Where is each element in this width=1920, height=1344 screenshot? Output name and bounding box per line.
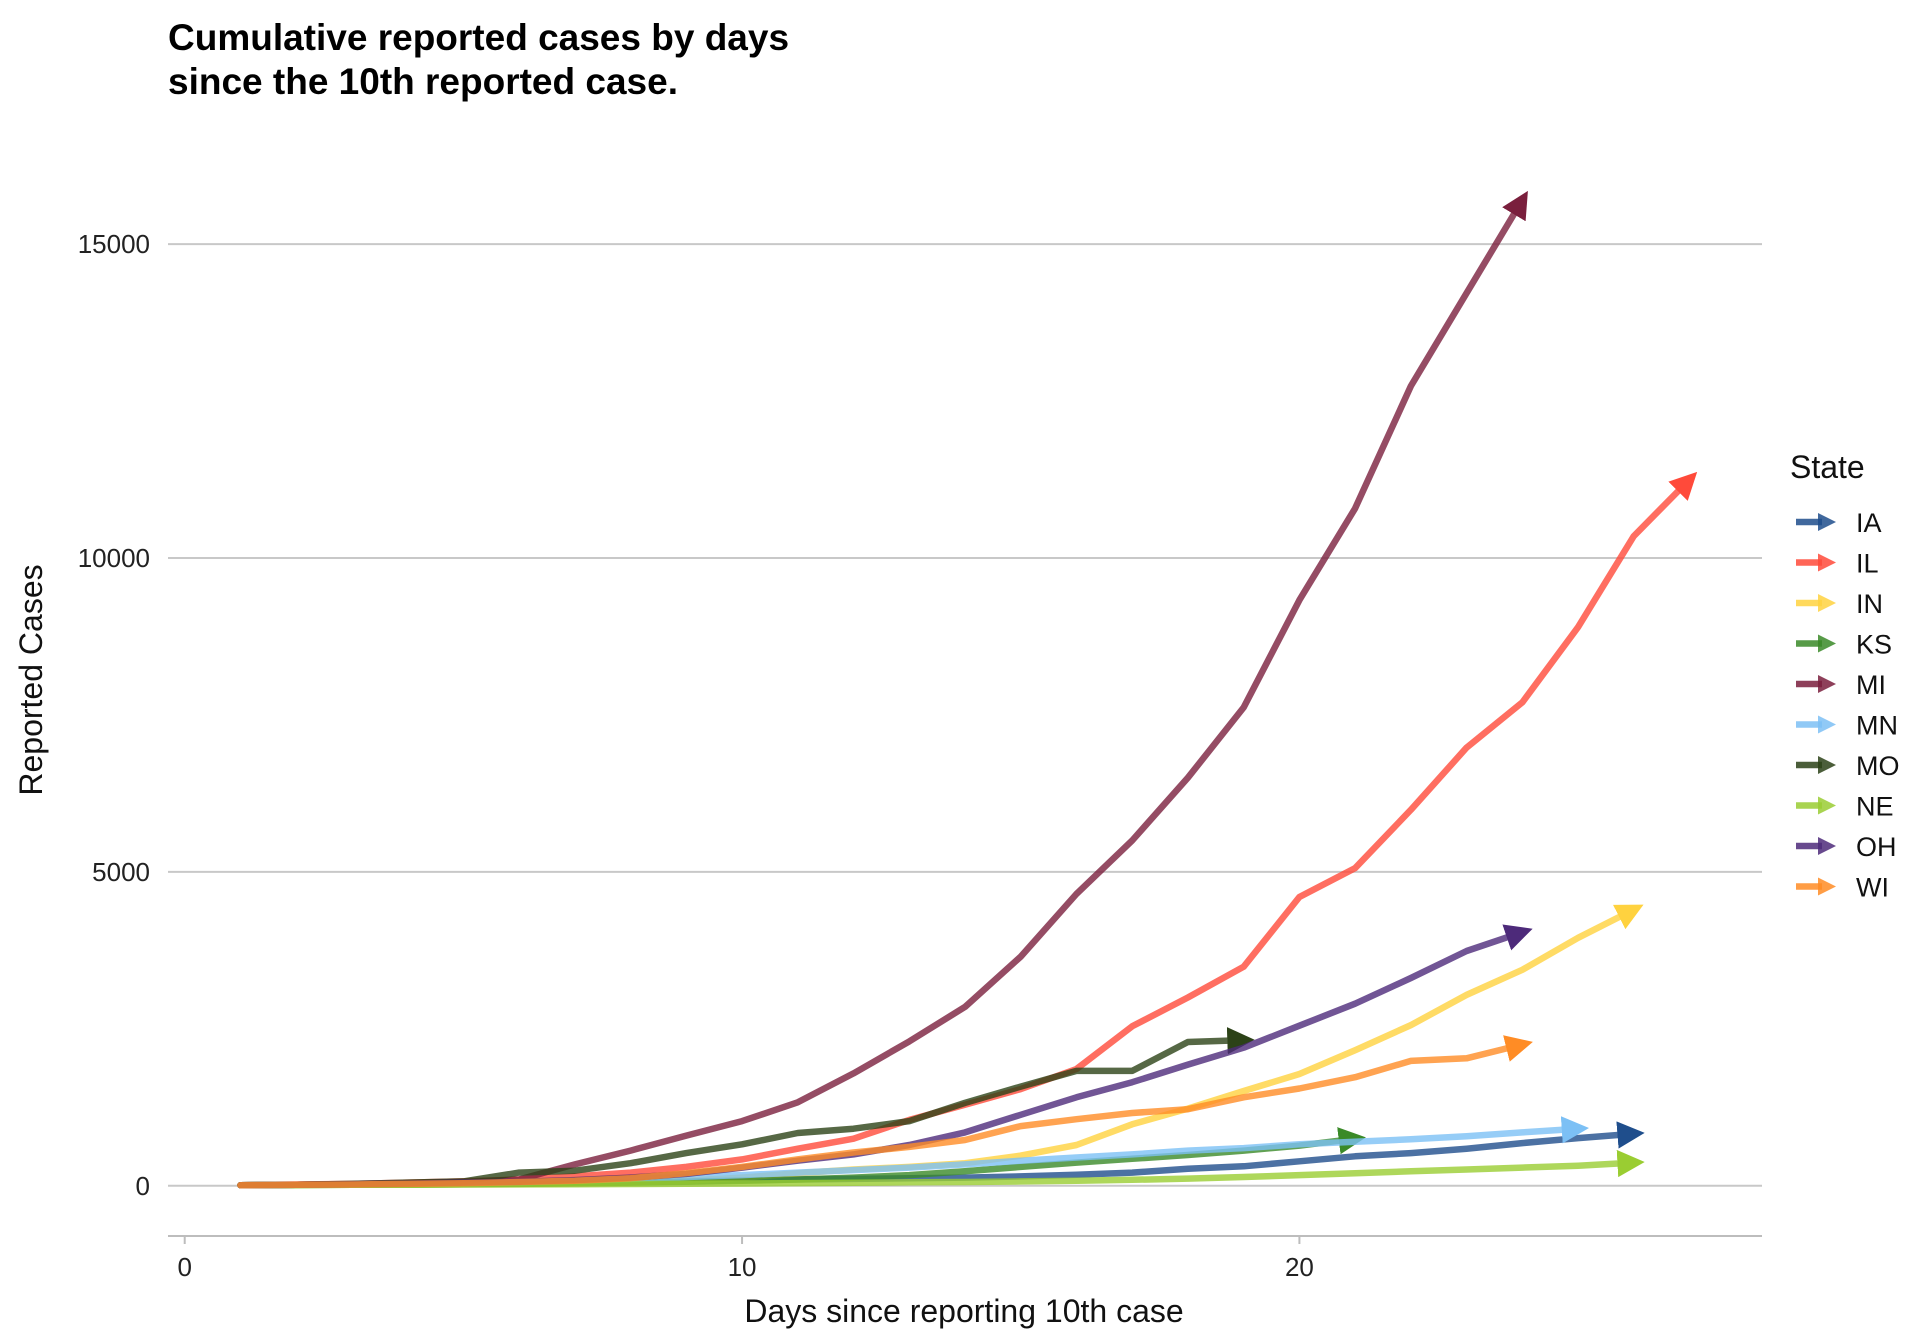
legend-label: IL bbox=[1856, 549, 1879, 579]
y-tick-label: 5000 bbox=[92, 857, 150, 887]
chart-title-line-1: Cumulative reported cases by days bbox=[168, 17, 790, 58]
legend-arrow-icon bbox=[1818, 756, 1836, 774]
y-tick-label: 0 bbox=[136, 1171, 150, 1201]
legend-item-ks: KS bbox=[1796, 630, 1892, 660]
tick-labels: 0 5000 10000 15000 0 10 20 bbox=[78, 229, 1314, 1282]
legend-arrow-icon bbox=[1818, 715, 1836, 734]
y-axis-title: Reported Cases bbox=[13, 564, 49, 795]
legend-label: MI bbox=[1856, 670, 1886, 700]
legend-label: IA bbox=[1856, 508, 1882, 538]
legend-item-mn: MN bbox=[1796, 711, 1898, 741]
legend-label: MN bbox=[1856, 711, 1898, 741]
x-axis-title: Days since reporting 10th case bbox=[744, 1293, 1183, 1329]
legend-arrow-icon bbox=[1818, 553, 1836, 572]
legend-arrow-icon bbox=[1818, 513, 1836, 531]
legend-label: IN bbox=[1856, 589, 1883, 619]
y-tick-label: 10000 bbox=[78, 543, 150, 573]
legend-items: IA IL IN KS MI MN MO NE OH WI bbox=[1796, 508, 1900, 903]
legend-item-wi: WI bbox=[1796, 873, 1889, 903]
legend-item-il: IL bbox=[1796, 549, 1879, 579]
legend-arrow-icon bbox=[1818, 675, 1836, 693]
legend-title: State bbox=[1790, 449, 1865, 485]
x-tick-label: 20 bbox=[1285, 1252, 1314, 1282]
legend: State IA IL IN KS MI MN MO NE OH WI bbox=[1790, 449, 1900, 903]
legend-item-ia: IA bbox=[1796, 508, 1882, 538]
legend-arrow-icon bbox=[1818, 877, 1836, 896]
legend-label: NE bbox=[1856, 792, 1894, 822]
legend-item-mo: MO bbox=[1796, 751, 1900, 781]
legend-label: MO bbox=[1856, 751, 1900, 781]
series-line-wi bbox=[237, 1035, 1533, 1189]
legend-item-oh: OH bbox=[1796, 832, 1897, 862]
x-tick-label: 10 bbox=[728, 1252, 757, 1282]
legend-item-mi: MI bbox=[1796, 670, 1886, 700]
legend-label: WI bbox=[1856, 873, 1889, 903]
legend-arrow-icon bbox=[1818, 837, 1836, 855]
series-line-il bbox=[237, 471, 1698, 1189]
legend-item-ne: NE bbox=[1796, 792, 1894, 822]
legend-label: KS bbox=[1856, 630, 1892, 660]
legend-arrow-icon bbox=[1818, 796, 1836, 815]
series-lines bbox=[237, 190, 1698, 1189]
chart-title: Cumulative reported cases by days since … bbox=[168, 16, 1168, 104]
series-line-mi bbox=[237, 190, 1528, 1189]
y-tick-label: 15000 bbox=[78, 229, 150, 259]
x-tick-label: 0 bbox=[177, 1252, 191, 1282]
legend-item-in: IN bbox=[1796, 589, 1883, 619]
legend-arrow-icon bbox=[1818, 634, 1836, 653]
chart-title-line-2: since the 10th reported case. bbox=[168, 61, 678, 102]
legend-arrow-icon bbox=[1818, 594, 1836, 612]
legend-label: OH bbox=[1856, 832, 1897, 862]
